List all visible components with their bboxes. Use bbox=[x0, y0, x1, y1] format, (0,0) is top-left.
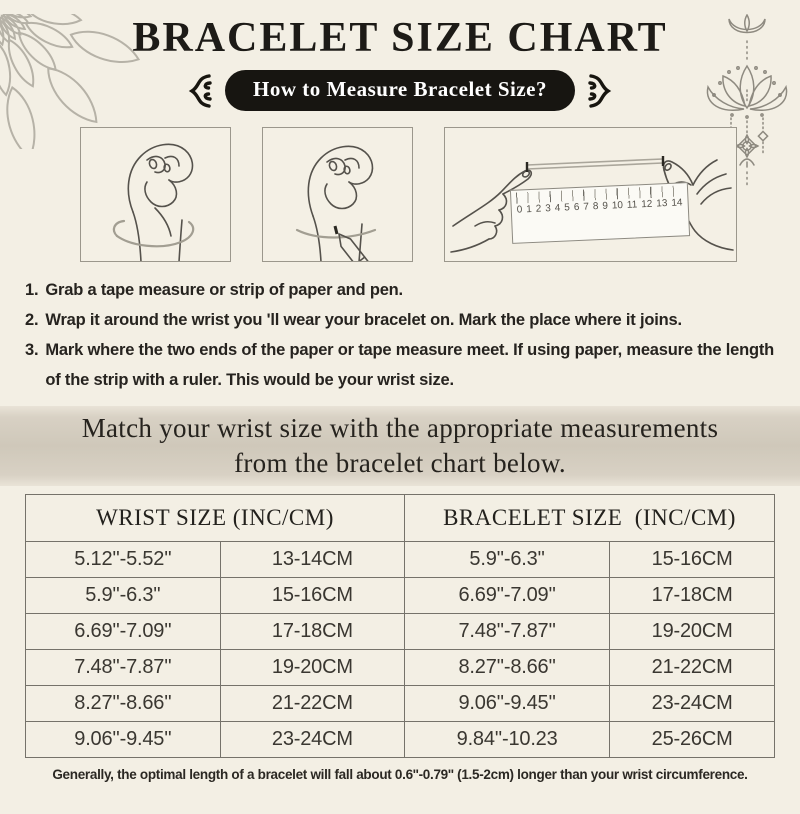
hand-with-pen-drawing bbox=[263, 128, 413, 262]
table-cell: 9.06''-9.45'' bbox=[404, 686, 609, 722]
table-header-row: WRIST SIZE (INC/CM) BRACELET SIZE (INC/C… bbox=[26, 495, 775, 542]
table-row: 7.48''-7.87'' 19-20CM 8.27''-8.66'' 21-2… bbox=[26, 650, 775, 686]
instruction-step-3: 3. Mark where the two ends of the paper … bbox=[25, 335, 775, 395]
illustration-mark-pen bbox=[262, 127, 413, 262]
table-cell: 17-18CM bbox=[610, 578, 775, 614]
step-number: 3. bbox=[25, 335, 45, 395]
table-cell: 23-24CM bbox=[220, 722, 404, 758]
table-row: 6.69''-7.09'' 17-18CM 7.48''-7.87'' 19-2… bbox=[26, 614, 775, 650]
table-cell: 19-20CM bbox=[220, 650, 404, 686]
table-cell: 25-26CM bbox=[610, 722, 775, 758]
bracelet-size-header: BRACELET SIZE (INC/CM) bbox=[404, 495, 774, 542]
flourish-bracket-right-icon bbox=[587, 73, 614, 109]
table-row: 9.06''-9.45'' 23-24CM 9.84''-10.23 25-26… bbox=[26, 722, 775, 758]
step-text: Wrap it around the wrist you 'll wear yo… bbox=[45, 305, 681, 335]
step-text: Grab a tape measure or strip of paper an… bbox=[45, 275, 403, 305]
table-cell: 19-20CM bbox=[610, 614, 775, 650]
table-cell: 15-16CM bbox=[610, 542, 775, 578]
table-cell: 8.27''-8.66'' bbox=[404, 650, 609, 686]
table-cell: 6.69''-7.09'' bbox=[404, 578, 609, 614]
wrist-size-header: WRIST SIZE (INC/CM) bbox=[26, 495, 405, 542]
table-cell: 21-22CM bbox=[610, 650, 775, 686]
hand-with-tape-drawing bbox=[81, 128, 231, 262]
instruction-list: 1. Grab a tape measure or strip of paper… bbox=[25, 275, 775, 395]
table-cell: 6.69''-7.09'' bbox=[26, 614, 221, 650]
flourish-bracket-left-icon bbox=[186, 73, 213, 109]
table-cell: 9.84''-10.23 bbox=[404, 722, 609, 758]
table-cell: 8.27''-8.66'' bbox=[26, 686, 221, 722]
table-cell: 23-24CM bbox=[610, 686, 775, 722]
table-cell: 7.48''-7.87'' bbox=[404, 614, 609, 650]
table-row: 5.12''-5.52'' 13-14CM 5.9''-6.3'' 15-16C… bbox=[26, 542, 775, 578]
banner-line-1: Match your wrist size with the appropria… bbox=[0, 411, 800, 446]
table-cell: 5.9''-6.3'' bbox=[26, 578, 221, 614]
bracelet-size-table: WRIST SIZE (INC/CM) BRACELET SIZE (INC/C… bbox=[25, 494, 775, 758]
illustration-wrap-wrist bbox=[80, 127, 231, 262]
subtitle-row: How to Measure Bracelet Size? bbox=[0, 70, 800, 111]
instruction-step-1: 1. Grab a tape measure or strip of paper… bbox=[25, 275, 775, 305]
page-title: BRACELET SIZE CHART bbox=[0, 14, 800, 62]
table-cell: 17-18CM bbox=[220, 614, 404, 650]
step-number: 2. bbox=[25, 305, 45, 335]
table-cell: 7.48''-7.87'' bbox=[26, 650, 221, 686]
footer-note: Generally, the optimal length of a brace… bbox=[0, 767, 800, 782]
match-size-banner: Match your wrist size with the appropria… bbox=[0, 406, 800, 486]
instruction-step-2: 2. Wrap it around the wrist you 'll wear… bbox=[25, 305, 775, 335]
how-to-measure-pill: How to Measure Bracelet Size? bbox=[225, 70, 575, 111]
table-cell: 5.9''-6.3'' bbox=[404, 542, 609, 578]
table-cell: 15-16CM bbox=[220, 578, 404, 614]
table-cell: 13-14CM bbox=[220, 542, 404, 578]
table-cell: 21-22CM bbox=[220, 686, 404, 722]
table-cell: 9.06''-9.45'' bbox=[26, 722, 221, 758]
table-row: 5.9''-6.3'' 15-16CM 6.69''-7.09'' 17-18C… bbox=[26, 578, 775, 614]
table-cell: 5.12''-5.52'' bbox=[26, 542, 221, 578]
step-text: Mark where the two ends of the paper or … bbox=[45, 335, 775, 395]
banner-line-2: from the bracelet chart below. bbox=[0, 446, 800, 481]
step-number: 1. bbox=[25, 275, 45, 305]
table-row: 8.27''-8.66'' 21-22CM 9.06''-9.45'' 23-2… bbox=[26, 686, 775, 722]
